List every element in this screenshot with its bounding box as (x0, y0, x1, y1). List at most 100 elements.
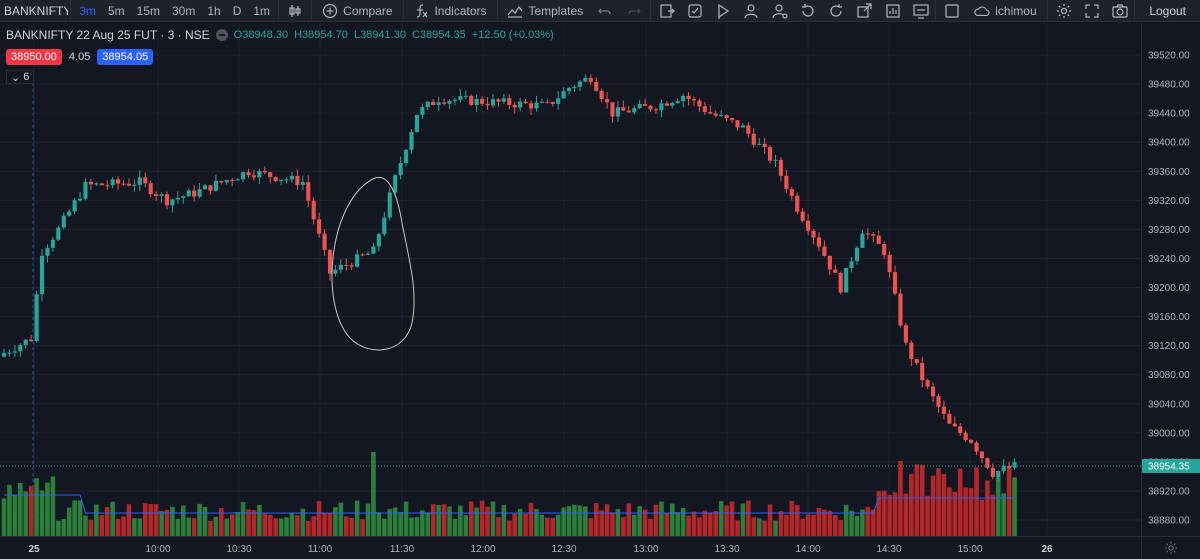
volume-bar (773, 520, 778, 536)
layout-name-button[interactable]: ichimou (966, 0, 1044, 22)
interval-3m[interactable]: 3m (79, 3, 96, 18)
export-icon[interactable] (653, 0, 681, 22)
interval-15m[interactable]: 15m (136, 3, 160, 18)
candle-body (311, 200, 316, 220)
volume-bar (659, 501, 664, 536)
candlestick-chart[interactable] (0, 23, 1141, 536)
volume-bar (566, 506, 572, 536)
candle-body (757, 143, 762, 145)
open-external-icon[interactable] (850, 0, 878, 22)
time-tick-label: 12:30 (551, 544, 576, 555)
screen-icon[interactable] (907, 0, 935, 22)
volume-bar (534, 509, 539, 536)
volume-bar (756, 518, 762, 536)
candle-body (425, 101, 430, 108)
volume-bar (615, 509, 621, 536)
volume-bar (827, 510, 833, 536)
interval-30m[interactable]: 30m (172, 3, 196, 18)
interval-d[interactable]: D (232, 3, 242, 18)
candle-body (844, 267, 849, 293)
volume-bar (360, 519, 365, 536)
undo-icon[interactable] (591, 0, 619, 22)
volume-bar (680, 507, 686, 536)
interval-1m[interactable]: 1m (253, 3, 271, 18)
replay-icon[interactable] (709, 0, 737, 22)
volume-bar (528, 502, 534, 536)
indicators-button[interactable]: Indicators (405, 0, 494, 22)
symbol-search[interactable]: BANKNIFTY 2 (4, 3, 69, 18)
price-axis[interactable]: 39520.00 39480.00 39440.00 39400.00 39360.00… (1141, 23, 1200, 536)
interval-1h[interactable]: 1h (207, 3, 221, 18)
price-tick-label: 39080.00 (1148, 370, 1190, 381)
volume-bar (240, 502, 246, 536)
volume-bar (974, 467, 979, 536)
candle-body (181, 196, 186, 198)
volume-bar (805, 514, 811, 536)
candle-body (664, 103, 669, 106)
candle-body (344, 264, 349, 266)
candle-body (39, 255, 45, 295)
volume-bar (507, 520, 512, 536)
axis-settings-button[interactable] (1141, 536, 1200, 559)
low-value: 38941.30 (360, 29, 406, 41)
camera-icon[interactable] (1106, 0, 1134, 22)
legend-symbol-title[interactable]: BANKNIFTY 22 Aug 25 FUT · 3 · NSE (6, 28, 210, 42)
volume-bar (45, 482, 50, 536)
indicators-label: Indicators (434, 3, 487, 18)
volume-bar (251, 510, 257, 536)
volume-bar (909, 473, 914, 536)
volume-bar (213, 516, 219, 536)
alert-icon[interactable] (681, 0, 709, 22)
volume-bar (235, 511, 240, 536)
candle-body (338, 264, 343, 270)
candle-body (251, 175, 256, 178)
time-tick-label: 10:00 (145, 544, 170, 555)
volume-bar (110, 501, 115, 536)
fullscreen-icon[interactable] (1078, 0, 1106, 22)
volume-bar (941, 473, 947, 536)
candle-body (186, 190, 191, 197)
candle-body (990, 467, 995, 477)
volume-bar (39, 490, 45, 536)
high-value: 38954.70 (302, 29, 348, 41)
history-icon[interactable] (794, 0, 822, 22)
logout-button[interactable]: Logout (1134, 0, 1200, 22)
user-settings-icon[interactable] (766, 0, 794, 22)
volume-bar (675, 512, 680, 536)
candle-body (920, 362, 925, 381)
volume-bar (843, 504, 849, 536)
templates-button[interactable]: Templates (499, 0, 591, 22)
candle-body (409, 132, 414, 151)
hide-series-icon[interactable] (215, 29, 228, 41)
volume-bar (257, 504, 262, 536)
chart-legend: BANKNIFTY 22 Aug 25 FUT · 3 · NSE O 38948… (6, 28, 554, 42)
volume-bar (832, 515, 838, 536)
collapse-indicators-button[interactable]: ⌄ 6 (6, 70, 35, 84)
candle-style-icon[interactable] (281, 0, 309, 22)
candle-body (963, 433, 968, 441)
interval-5m[interactable]: 5m (107, 3, 125, 18)
volume-bar (762, 520, 767, 536)
refresh-icon[interactable] (822, 0, 850, 22)
user-icon[interactable] (737, 0, 765, 22)
candle-body (605, 99, 610, 103)
volume-bar (626, 503, 632, 536)
compare-button[interactable]: Compare (314, 0, 400, 22)
buy-button[interactable]: 38954.05 (97, 49, 154, 65)
redo-icon[interactable] (619, 0, 647, 22)
time-tick-label: 14:30 (876, 544, 901, 555)
sell-button[interactable]: 38950.00 (6, 49, 62, 65)
volume-bar (322, 513, 327, 536)
volume-bar (702, 510, 708, 536)
time-axis[interactable]: 25 10:00 10:30 11:00 11:30 12:00 12:30 13:00 13:… (0, 536, 1141, 559)
candle-body (458, 96, 463, 100)
settings-gear-icon[interactable] (1050, 0, 1078, 22)
volume-bar (463, 515, 469, 536)
chart-pane[interactable] (0, 23, 1141, 536)
candle-body (235, 179, 240, 181)
candle-body (550, 101, 555, 104)
data-window-icon[interactable] (879, 0, 907, 22)
layout-select-icon[interactable] (938, 0, 966, 22)
candle-body (34, 294, 39, 342)
candle-body (985, 458, 990, 468)
